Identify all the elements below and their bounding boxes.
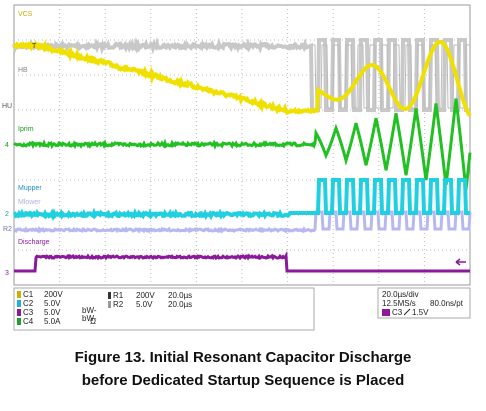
channel-scale: 5.0V	[44, 299, 61, 308]
channel-swatch	[17, 309, 21, 316]
channel-name: C3	[23, 308, 34, 317]
discharge-trace	[14, 250, 470, 273]
waveforms	[12, 36, 472, 273]
trigger-arrow	[455, 258, 466, 266]
channel-unit: Ω	[90, 317, 96, 326]
resolution: 80.0ns/pt	[430, 299, 464, 308]
timebase: 20.0µs/div	[382, 290, 419, 299]
ref-name: R1	[113, 291, 124, 300]
ref-name: R2	[113, 300, 124, 309]
marker: 2	[5, 211, 9, 218]
vcs-trace	[12, 39, 472, 117]
channel-name: C1	[23, 290, 34, 299]
channel-scale: 200V	[44, 290, 63, 299]
ref-scale: 5.0V	[136, 300, 153, 309]
mlower-trace	[12, 210, 472, 234]
marker: R2	[3, 226, 12, 233]
hb-trace	[12, 36, 470, 112]
channel-name: C4	[23, 317, 34, 326]
channel-panel	[13, 287, 315, 331]
channel-list: C1 200V C2 5.0V C3 5.0V C4 5.0A Ω	[17, 290, 96, 326]
ref-time: 20.0µs	[168, 291, 192, 300]
trace-label: VCS	[18, 11, 33, 18]
iprim-trace	[12, 98, 472, 191]
channel-scale: 5.0V	[44, 308, 61, 317]
mupper-trace	[12, 178, 470, 222]
trigger-swatch	[382, 309, 390, 316]
ref-scale: 200V	[136, 291, 155, 300]
ref-swatch	[108, 301, 111, 308]
channel-scale: 5.0A	[44, 317, 61, 326]
trace-label: HB	[18, 67, 28, 74]
channel-swatch	[17, 318, 21, 325]
trace-label: Discharge	[18, 239, 50, 246]
ref-time: 20.0µs	[168, 300, 192, 309]
trace-label: Mlower	[18, 199, 41, 206]
channel-swatch	[17, 300, 21, 307]
trace-label: Iprim	[18, 126, 34, 133]
timebase-panel	[377, 287, 471, 319]
channel-name: C2	[23, 299, 34, 308]
marker: HU	[2, 103, 12, 110]
channel-swatch	[17, 291, 21, 298]
ref-swatch	[108, 292, 111, 299]
caption: Figure 13. Initial Resonant Capacitor Di…	[75, 349, 412, 366]
marker: 4	[5, 142, 9, 149]
marker: 3	[5, 270, 9, 277]
sample-rate: 12.5MS/s	[382, 299, 416, 308]
trace-label: Mupper	[18, 185, 42, 192]
caption: before Dedicated Startup Sequence is Pla…	[82, 372, 405, 389]
trigger-level: 1.5V	[412, 308, 429, 317]
bandwidth: bW-	[82, 314, 97, 323]
trigger-channel: C3	[392, 308, 403, 317]
trigger-slope	[403, 308, 411, 316]
marker: T	[32, 43, 37, 50]
bandwidth: bW-	[82, 306, 97, 315]
